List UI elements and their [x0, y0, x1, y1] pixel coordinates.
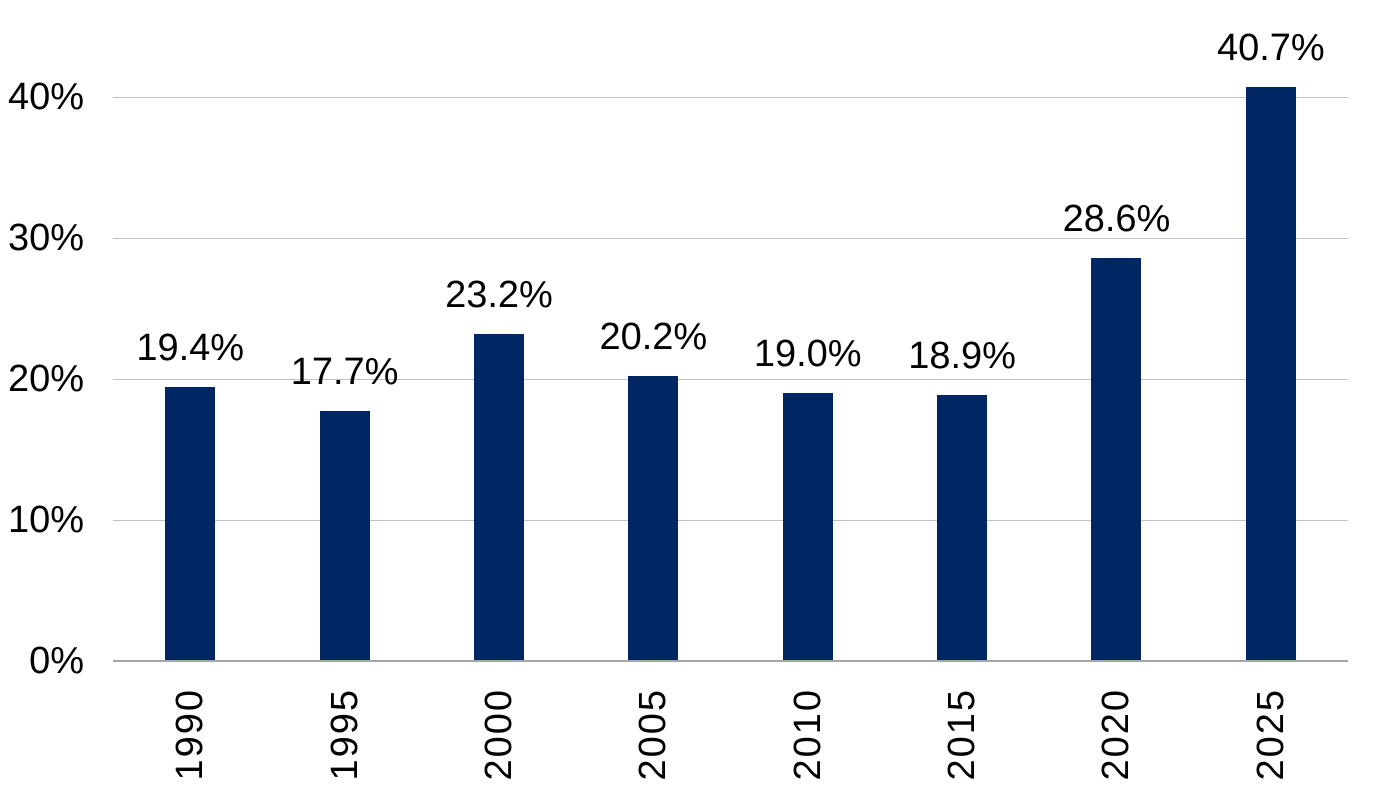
gridline — [113, 520, 1348, 521]
x-tick-label-2015: 2015 — [941, 688, 984, 781]
x-tick-label-2005: 2005 — [632, 688, 675, 781]
gridline — [113, 379, 1348, 380]
x-axis-line — [113, 660, 1348, 662]
x-tick-label-1990: 1990 — [169, 688, 212, 781]
bar-2005 — [628, 376, 679, 661]
y-tick-label: 10% — [7, 499, 84, 541]
bar-value-label-1995: 17.7% — [290, 351, 399, 394]
bar-1990 — [165, 387, 216, 661]
x-tick-label-2010: 2010 — [786, 688, 829, 781]
gridline — [113, 238, 1348, 239]
bar-2000 — [473, 333, 524, 661]
bar-value-label-1990: 19.4% — [136, 327, 245, 370]
bar-value-label-2025: 40.7% — [1216, 27, 1325, 70]
bar-value-label-2015: 18.9% — [908, 334, 1016, 377]
y-tick-label: 30% — [7, 217, 84, 259]
bar-1995 — [319, 411, 370, 661]
bar-value-label-2000: 23.2% — [445, 273, 553, 316]
bar-2015 — [937, 394, 988, 661]
bar-2025 — [1245, 87, 1296, 661]
y-tick-label: 40% — [7, 76, 84, 118]
x-tick-label-2020: 2020 — [1095, 688, 1138, 781]
x-tick-label-2000: 2000 — [477, 688, 520, 781]
x-tick-label-2025: 2025 — [1249, 688, 1292, 781]
y-tick-label: 20% — [7, 358, 84, 400]
bar-value-label-2020: 28.6% — [1062, 197, 1171, 240]
x-tick-label-1995: 1995 — [323, 688, 366, 781]
bar-value-label-2010: 19.0% — [753, 333, 862, 376]
bar-2010 — [782, 393, 833, 661]
y-tick-label: 0% — [29, 640, 84, 682]
gridline — [113, 97, 1348, 98]
bar-value-label-2005: 20.2% — [599, 316, 708, 359]
bar-2020 — [1091, 257, 1142, 661]
